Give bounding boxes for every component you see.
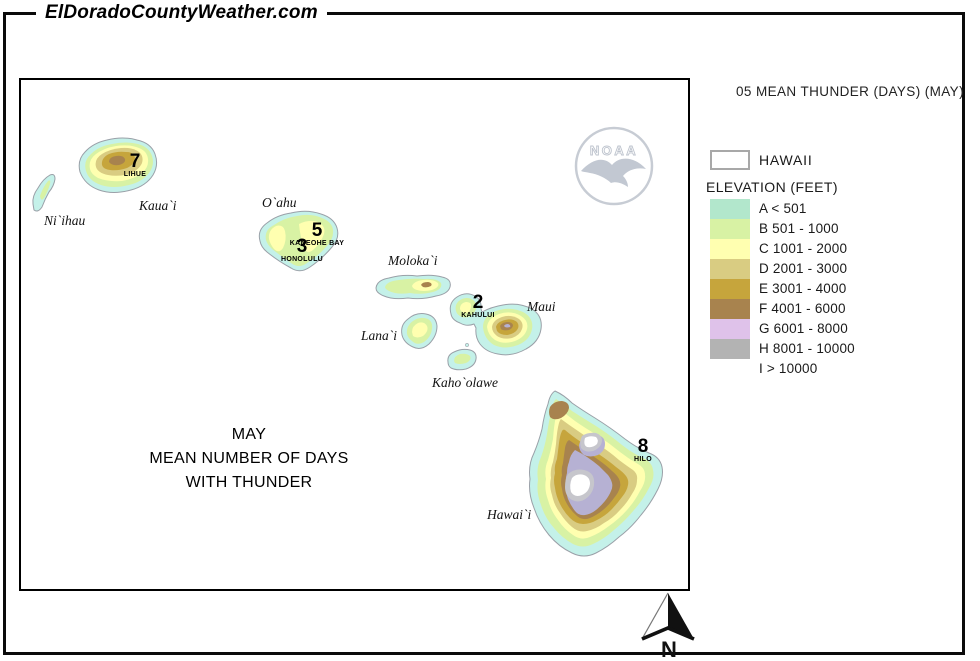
island-label-molokai: Moloka`i <box>388 253 438 268</box>
legend-swatch <box>710 319 750 339</box>
noaa-bird-icon <box>581 158 646 187</box>
station-value: 5 <box>311 220 323 241</box>
hawaii-islands-map <box>32 137 663 557</box>
legend-item-label: G 6001 - 8000 <box>759 321 848 336</box>
map-caption: MAY MEAN NUMBER OF DAYS WITH THUNDER <box>59 423 439 495</box>
station-name: KANEOHE BAY <box>289 240 345 247</box>
legend-title: ELEVATION (FEET) <box>706 179 838 195</box>
legend-swatch <box>710 359 750 379</box>
legend-item: H 8001 - 10000 <box>706 339 966 359</box>
caption-line: WITH THUNDER <box>185 474 313 491</box>
legend-item-label: I > 10000 <box>759 361 818 376</box>
north-arrow-icon: N <box>641 592 695 659</box>
site-header-title: ElDoradoCountyWeather.com <box>36 2 327 24</box>
legend-item-label: C 1001 - 2000 <box>759 241 848 256</box>
legend-item-label: D 2001 - 3000 <box>759 261 848 276</box>
legend-item: G 6001 - 8000 <box>706 319 966 339</box>
legend-region-row: HAWAII <box>706 149 966 175</box>
island-label-lanai: Lana`i <box>361 328 398 343</box>
island-molokai-shape <box>375 274 451 300</box>
station-kahului: 2 KAHULUI <box>448 292 508 320</box>
island-label-kahoolawe: Kaho`olawe <box>432 375 498 390</box>
legend-item-label: A < 501 <box>759 201 807 216</box>
legend-swatch <box>710 199 750 219</box>
legend-item: F 4001 - 6000 <box>706 299 966 319</box>
island-label-hawaii: Hawai`i <box>487 507 532 522</box>
outer-page-border <box>3 12 965 655</box>
island-hawaii-shape <box>529 390 663 557</box>
station-hilo: 8 HILO <box>613 436 673 464</box>
station-name: HILO <box>634 456 652 463</box>
island-label-kauai: Kaua`i <box>139 198 177 213</box>
island-kauai-shape <box>78 137 158 193</box>
hawaii-region-swatch <box>710 150 750 170</box>
legend-swatch <box>710 259 750 279</box>
station-kaneohe-bay: 5 KANEOHE BAY <box>287 220 347 248</box>
legend-swatch <box>710 299 750 319</box>
island-kahoolawe-shape <box>447 343 477 371</box>
island-lanai-shape <box>401 313 438 349</box>
station-lihue: 7 LIHUE <box>105 151 165 179</box>
legend-item: B 501 - 1000 <box>706 219 966 239</box>
legend-item-label: E 3001 - 4000 <box>759 281 847 296</box>
legend-swatch <box>710 339 750 359</box>
island-label-niihau: Ni`ihau <box>44 213 86 228</box>
legend-swatch <box>710 239 750 259</box>
caption-line: MAY <box>231 426 267 443</box>
island-label-oahu: O`ahu <box>262 195 297 210</box>
legend-item: D 2001 - 3000 <box>706 259 966 279</box>
map-frame: NOAA MAY MEAN NUMBER OF DAYS WITH THUNDE… <box>19 78 690 591</box>
legend-item: E 3001 - 4000 <box>706 279 966 299</box>
station-name: LIHUE <box>123 171 147 178</box>
legend-item-label: H 8001 - 10000 <box>759 341 855 356</box>
north-label: N <box>661 637 677 659</box>
noaa-logo: NOAA <box>574 126 654 206</box>
station-value: 3 <box>296 236 308 257</box>
panel-title: 05 MEAN THUNDER (DAYS) (MAY) <box>736 84 964 99</box>
legend-item: C 1001 - 2000 <box>706 239 966 259</box>
legend-swatch <box>710 279 750 299</box>
station-name: HONOLULU <box>280 256 324 263</box>
island-niihau-shape <box>32 174 56 212</box>
station-value: 8 <box>637 436 649 457</box>
island-maui-shape <box>449 293 542 356</box>
noaa-logo-text: NOAA <box>590 143 638 158</box>
station-value: 2 <box>472 292 484 313</box>
station-honolulu: 3 HONOLULU <box>272 236 332 264</box>
hawaii-region-label: HAWAII <box>759 152 813 168</box>
legend-panel: HAWAII ELEVATION (FEET) A < 501 B 501 - … <box>706 149 966 379</box>
station-name: KAHULUI <box>461 312 495 319</box>
legend-item-label: F 4001 - 6000 <box>759 301 846 316</box>
legend-item-label: B 501 - 1000 <box>759 221 839 236</box>
caption-line: MEAN NUMBER OF DAYS <box>149 450 349 467</box>
legend-item: A < 501 <box>706 199 966 219</box>
station-value: 7 <box>129 151 141 172</box>
island-label-maui: Maui <box>527 299 556 314</box>
legend-item: I > 10000 <box>706 359 966 379</box>
legend-swatch <box>710 219 750 239</box>
island-oahu-shape <box>258 210 339 272</box>
